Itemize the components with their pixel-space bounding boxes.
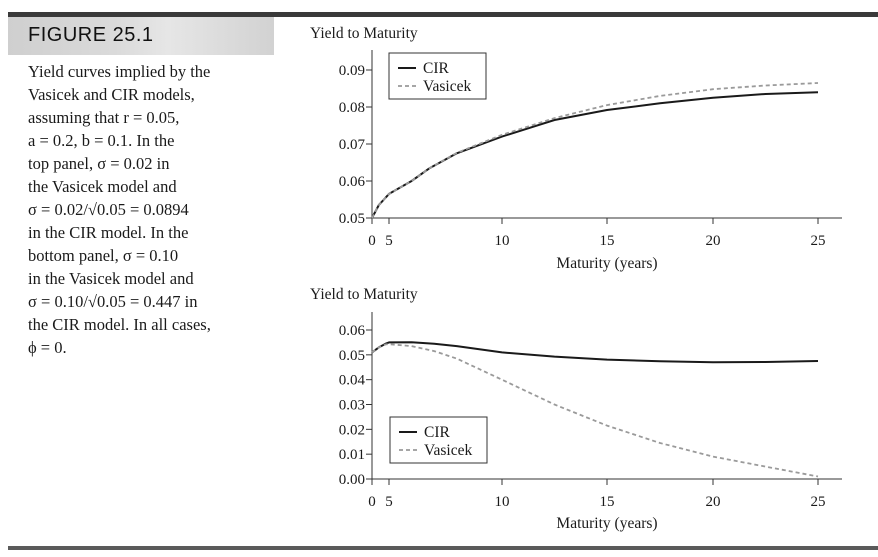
y-tick-label: 0.04 — [339, 373, 366, 389]
x-tick-label: 25 — [811, 233, 826, 249]
y-axis-label: Yield to Maturity — [310, 286, 418, 303]
legend-label-vasicek: Vasicek — [424, 442, 472, 459]
y-tick-label: 0.00 — [339, 472, 365, 488]
y-tick-label: 0.07 — [339, 137, 366, 153]
figure-title: FIGURE 25.1 — [28, 24, 154, 46]
y-tick-label: 0.02 — [339, 422, 365, 438]
x-tick-label: 0 — [368, 494, 376, 510]
caption-line: top panel, σ = 0.02 in — [28, 154, 170, 173]
legend-box — [389, 416, 488, 464]
caption-line: in the CIR model. In the — [28, 223, 189, 242]
y-tick-label: 0.05 — [339, 211, 365, 227]
y-tick-label: 0.08 — [339, 100, 365, 116]
y-tick-label: 0.03 — [339, 398, 365, 414]
caption-line: ϕ = 0. — [28, 338, 67, 357]
x-tick-label: 20 — [706, 233, 721, 249]
y-tick-label: 0.06 — [339, 323, 366, 339]
x-tick-label: 10 — [495, 233, 510, 249]
x-tick-label: 10 — [495, 494, 510, 510]
legend-box — [388, 52, 487, 100]
x-tick-label: 5 — [385, 494, 393, 510]
y-tick-label: 0.09 — [339, 63, 365, 79]
caption-line: σ = 0.10/√0.05 = 0.447 in — [28, 292, 198, 311]
top-rule — [8, 12, 878, 17]
x-axis-label: Maturity (years) — [556, 515, 657, 532]
legend-label-cir: CIR — [423, 60, 450, 77]
x-tick-label: 20 — [706, 494, 721, 510]
y-tick-label: 0.01 — [339, 447, 365, 463]
chart-panel-2: Yield to Maturity Maturity (years) 0.00 0.0… — [310, 286, 842, 532]
chart-panel-1: Yield to Maturity Maturity (years) 0.05 0.0… — [310, 25, 842, 272]
series-line-cir — [371, 91, 819, 219]
caption-line: the CIR model. In all cases, — [28, 315, 211, 334]
caption-line: Yield curves implied by the — [28, 62, 211, 81]
series-line-vasicek — [371, 82, 819, 219]
y-axis-label: Yield to Maturity — [310, 25, 418, 42]
x-axis-label: Maturity (years) — [556, 255, 657, 272]
caption-line: bottom panel, σ = 0.10 — [28, 246, 179, 265]
caption-line: the Vasicek model and — [28, 177, 177, 196]
figure-header: FIGURE 25.1 — [8, 17, 274, 55]
y-tick-label: 0.06 — [339, 174, 366, 190]
x-tick-label: 15 — [600, 494, 615, 510]
figure-caption: Yield curves implied by the Vasicek and … — [28, 60, 211, 359]
legend-label-cir: CIR — [424, 424, 451, 441]
y-tick-label: 0.05 — [339, 348, 365, 364]
caption-line: assuming that r = 0.05, — [28, 108, 180, 127]
x-tick-label: 15 — [600, 233, 615, 249]
legend-label-vasicek: Vasicek — [423, 78, 471, 95]
x-tick-label: 0 — [368, 233, 376, 249]
caption-line: a = 0.2, b = 0.1. In the — [28, 131, 175, 150]
bottom-rule — [8, 546, 878, 550]
x-tick-label: 25 — [811, 494, 826, 510]
series-line-cir — [371, 341, 819, 364]
caption-line: in the Vasicek model and — [28, 269, 194, 288]
caption-line: σ = 0.02/√0.05 = 0.0894 — [28, 200, 189, 219]
x-tick-label: 5 — [385, 233, 393, 249]
caption-line: Vasicek and CIR models, — [28, 85, 195, 104]
series-line-vasicek — [371, 343, 819, 478]
